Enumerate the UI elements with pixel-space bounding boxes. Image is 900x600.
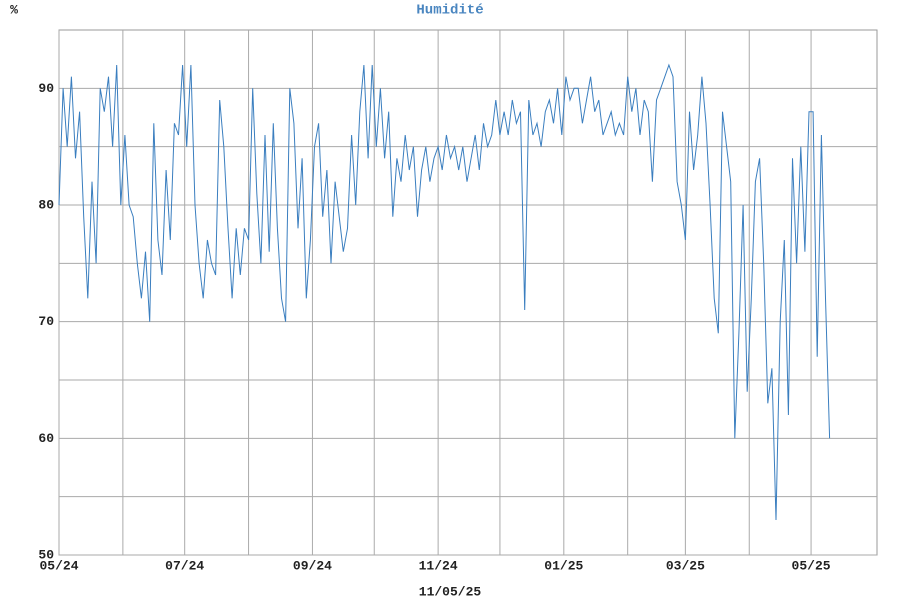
x-tick-label: 05/24 xyxy=(39,558,78,573)
y-tick-label: 70 xyxy=(38,314,54,329)
chart-title: Humidité xyxy=(416,3,483,19)
x-tick-label: 03/25 xyxy=(666,558,705,573)
x-tick-label: 09/24 xyxy=(293,558,332,573)
y-axis-label: % xyxy=(10,2,18,17)
footer-date: 11/05/25 xyxy=(419,584,482,599)
y-tick-label: 90 xyxy=(38,81,54,96)
y-tick-label: 60 xyxy=(38,431,54,446)
y-tick-label: 80 xyxy=(38,197,54,212)
data-line xyxy=(58,63,831,521)
plot-frame xyxy=(58,29,878,556)
y-tick-label: 50 xyxy=(38,547,54,562)
x-tick-label: 11/24 xyxy=(419,558,458,573)
x-tick-label: 01/25 xyxy=(544,558,583,573)
x-tick-label: 05/25 xyxy=(792,558,831,573)
x-tick-label: 07/24 xyxy=(165,558,204,573)
